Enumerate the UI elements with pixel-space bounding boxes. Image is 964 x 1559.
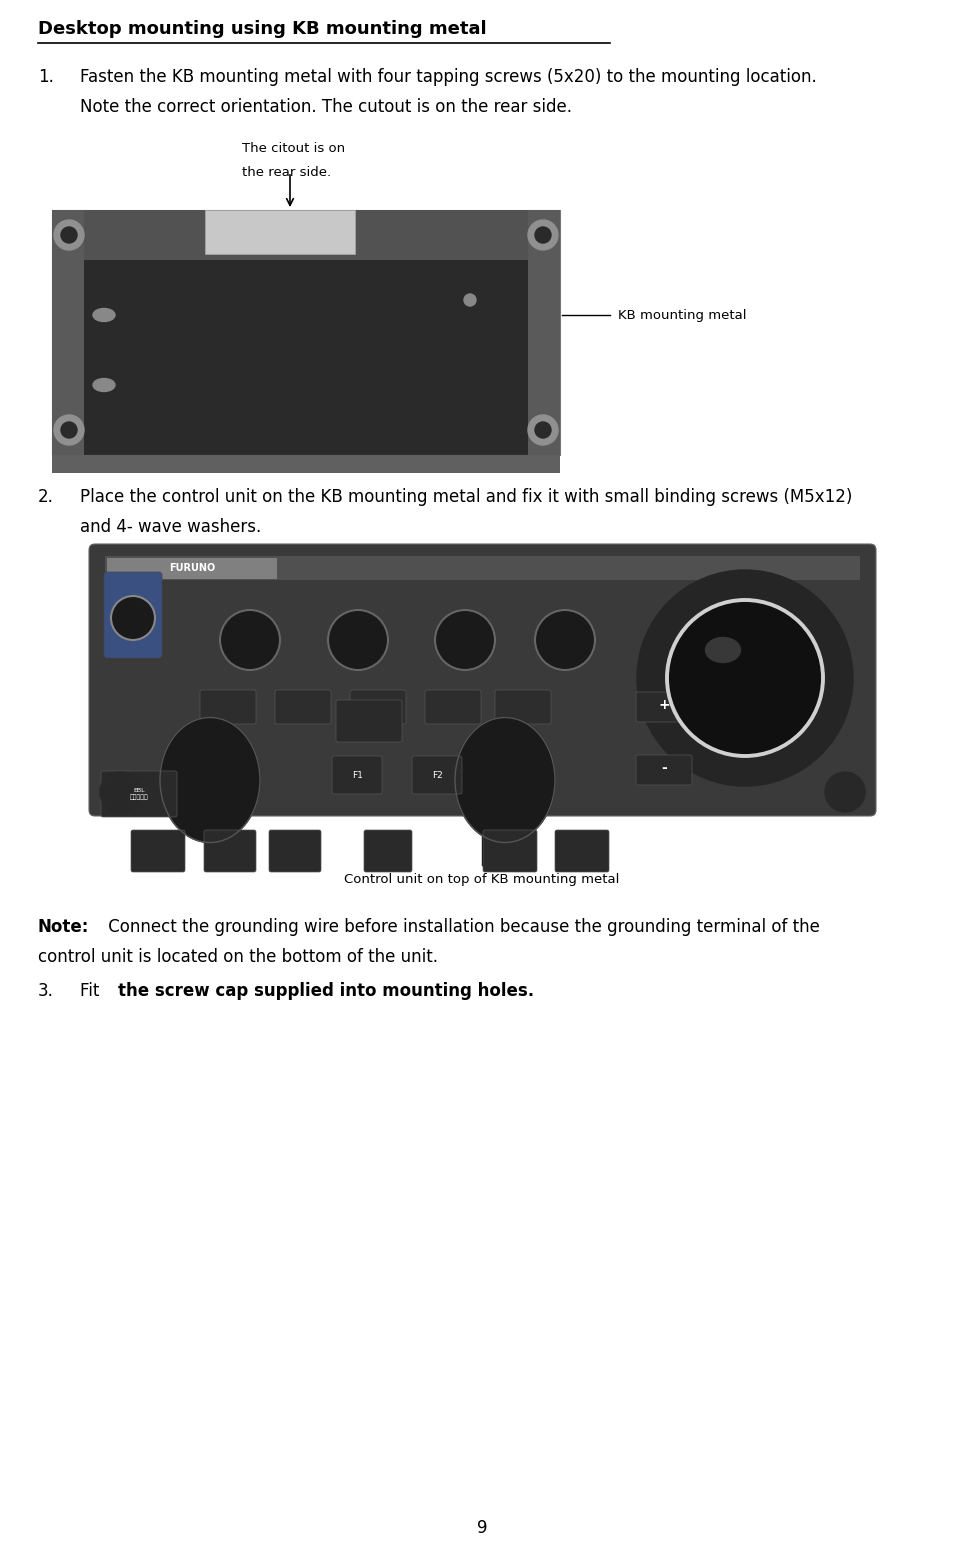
Text: Place the control unit on the KB mounting metal and fix it with small binding sc: Place the control unit on the KB mountin… — [80, 488, 852, 507]
Text: control unit is located on the bottom of the unit.: control unit is located on the bottom of… — [38, 948, 438, 967]
FancyBboxPatch shape — [52, 210, 560, 455]
FancyBboxPatch shape — [364, 829, 412, 871]
Text: EBL
オフセット: EBL オフセット — [129, 789, 148, 800]
Text: 2.: 2. — [38, 488, 54, 507]
FancyBboxPatch shape — [204, 829, 256, 871]
Circle shape — [535, 422, 551, 438]
Text: Note:: Note: — [38, 918, 90, 935]
FancyBboxPatch shape — [104, 572, 162, 658]
Circle shape — [61, 422, 77, 438]
FancyBboxPatch shape — [269, 829, 321, 871]
Text: F1: F1 — [353, 772, 363, 781]
Circle shape — [220, 610, 280, 670]
Text: Desktop mounting using KB mounting metal: Desktop mounting using KB mounting metal — [38, 20, 487, 37]
Ellipse shape — [706, 638, 740, 663]
Text: 1.: 1. — [38, 69, 54, 86]
Ellipse shape — [455, 717, 555, 842]
Circle shape — [100, 772, 140, 812]
Circle shape — [528, 415, 558, 444]
Circle shape — [435, 610, 495, 670]
FancyBboxPatch shape — [636, 692, 692, 722]
FancyBboxPatch shape — [336, 700, 402, 742]
FancyBboxPatch shape — [495, 691, 551, 723]
Circle shape — [464, 295, 476, 306]
Circle shape — [328, 610, 388, 670]
FancyBboxPatch shape — [636, 755, 692, 786]
FancyBboxPatch shape — [52, 210, 84, 455]
Text: 9: 9 — [477, 1518, 487, 1537]
Circle shape — [825, 772, 865, 812]
FancyBboxPatch shape — [555, 829, 609, 871]
Ellipse shape — [93, 379, 115, 391]
Text: 3.: 3. — [38, 982, 54, 999]
Circle shape — [54, 220, 84, 249]
FancyBboxPatch shape — [52, 455, 560, 472]
FancyBboxPatch shape — [131, 829, 185, 871]
Circle shape — [535, 228, 551, 243]
Circle shape — [528, 220, 558, 249]
Text: the rear side.: the rear side. — [242, 165, 331, 179]
Circle shape — [54, 415, 84, 444]
Text: Control unit on top of KB mounting metal: Control unit on top of KB mounting metal — [344, 873, 620, 886]
Circle shape — [61, 228, 77, 243]
Text: Note the correct orientation. The cutout is on the rear side.: Note the correct orientation. The cutout… — [80, 98, 572, 115]
FancyBboxPatch shape — [528, 210, 560, 455]
Text: The citout is on: The citout is on — [242, 142, 345, 154]
Text: Fit: Fit — [80, 982, 110, 999]
Text: KB mounting metal: KB mounting metal — [618, 309, 746, 321]
FancyBboxPatch shape — [52, 210, 560, 260]
FancyBboxPatch shape — [412, 756, 462, 794]
Circle shape — [111, 596, 155, 641]
Circle shape — [667, 600, 823, 756]
Ellipse shape — [93, 309, 115, 321]
Text: Connect the grounding wire before installation because the grounding terminal of: Connect the grounding wire before instal… — [103, 918, 819, 935]
FancyBboxPatch shape — [107, 558, 277, 578]
FancyBboxPatch shape — [425, 691, 481, 723]
FancyBboxPatch shape — [332, 756, 382, 794]
FancyBboxPatch shape — [105, 557, 860, 580]
FancyBboxPatch shape — [89, 544, 876, 815]
FancyBboxPatch shape — [200, 691, 256, 723]
FancyBboxPatch shape — [205, 210, 355, 254]
FancyBboxPatch shape — [275, 691, 331, 723]
Text: the screw cap supplied into mounting holes.: the screw cap supplied into mounting hol… — [118, 982, 534, 999]
Ellipse shape — [160, 717, 260, 842]
Text: Fasten the KB mounting metal with four tapping screws (5x20) to the mounting loc: Fasten the KB mounting metal with four t… — [80, 69, 817, 86]
Text: +: + — [658, 698, 670, 712]
FancyBboxPatch shape — [350, 691, 406, 723]
Text: FURUNO: FURUNO — [169, 563, 215, 574]
Text: F2: F2 — [433, 772, 443, 781]
Text: and 4- wave washers.: and 4- wave washers. — [80, 518, 261, 536]
Text: -: - — [661, 761, 667, 775]
Circle shape — [535, 610, 595, 670]
Circle shape — [637, 571, 853, 786]
FancyBboxPatch shape — [483, 829, 537, 871]
FancyBboxPatch shape — [101, 772, 177, 817]
